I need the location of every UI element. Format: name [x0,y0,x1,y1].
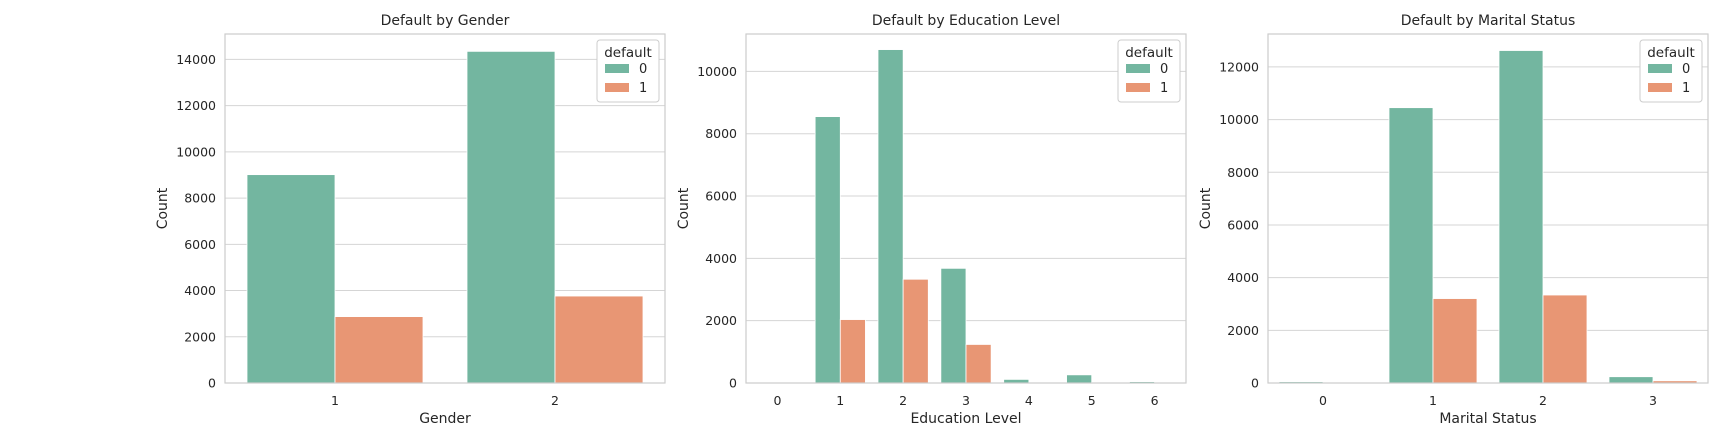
x-tick-label: 3 [1649,393,1657,408]
y-tick-label: 10000 [176,144,216,159]
y-tick-label: 14000 [176,52,216,67]
y-tick-label: 6000 [705,189,737,204]
y-axis-label: Count [676,187,692,229]
bar-2-default-0 [877,49,904,384]
legend-label-0: 0 [1682,62,1690,77]
chart-title: Default by Gender [381,13,510,29]
plot-frame [1267,33,1709,384]
chart-panel-gender: 0 2000 4000 6000 8000 10000 12000 14000 1 2 Defau… [155,13,666,427]
y-tick-label: 4000 [184,283,216,298]
y-tick-label: 10000 [1219,112,1259,127]
bar-1-default-1 [839,319,866,384]
y-tick-label: 0 [208,376,216,391]
legend-swatch-1 [1648,83,1672,92]
legend-label-1: 1 [639,81,647,96]
y-tick-label: 0 [1251,376,1259,391]
legend-title: default [604,45,652,61]
y-tick-label: 2000 [705,313,737,328]
bar-2-default-0 [1498,50,1544,384]
legend-title: default [1125,45,1173,61]
y-axis-label: Count [1198,187,1214,229]
bar-1-default-0 [246,174,336,384]
bar-2-default-1 [554,295,644,384]
legend: default 0 1 [596,39,660,103]
plot-frame [745,33,1187,384]
bar-1-default-0 [814,116,841,384]
x-tick-label: 1 [836,393,844,408]
y-tick-label: 12000 [176,98,216,113]
x-tick-label: 6 [1151,393,1159,408]
x-axis-label: Education Level [910,411,1021,427]
x-tick-label: 3 [962,393,970,408]
bar-3-default-0 [1608,376,1654,384]
x-tick-label: 0 [1319,393,1327,408]
legend: default 0 1 [1117,39,1181,103]
bar-1-default-1 [334,316,424,384]
bar-3-default-0 [940,267,967,384]
legend-swatch-1 [1126,83,1150,92]
y-tick-label: 4000 [1227,270,1259,285]
y-tick-label: 2000 [1227,323,1259,338]
chart-title: Default by Education Level [872,13,1060,29]
bar-1-default-1 [1432,298,1478,384]
plot-frame [224,33,666,384]
y-tick-label: 8000 [184,191,216,206]
legend-label-1: 1 [1160,81,1168,96]
x-axis-label: Marital Status [1439,411,1536,427]
y-tick-label: 6000 [184,237,216,252]
x-tick-label: 0 [773,393,781,408]
y-tick-label: 2000 [184,329,216,344]
bar-2-default-0 [466,50,556,384]
x-tick-label: 2 [551,393,559,408]
y-tick-label: 4000 [705,251,737,266]
y-tick-label: 8000 [1227,165,1259,180]
bar-1-default-0 [1388,107,1434,384]
legend-label-0: 0 [1160,62,1168,77]
x-tick-label: 1 [1429,393,1437,408]
x-axis-label: Gender [419,411,471,427]
x-tick-label: 5 [1088,393,1096,408]
legend-swatch-0 [1648,64,1672,73]
legend-swatch-0 [1126,64,1150,73]
chart-title: Default by Marital Status [1401,13,1576,29]
legend: default 0 1 [1639,39,1703,103]
bar-3-default-1 [965,344,992,384]
legend-swatch-1 [605,83,629,92]
y-tick-label: 10000 [697,64,737,79]
x-tick-label: 2 [899,393,907,408]
y-tick-label: 12000 [1219,59,1259,74]
chart-panel-marital: 0 2000 4000 6000 8000 10000 12000 0 1 2 3 Default … [1198,13,1709,427]
legend-label-0: 0 [639,62,647,77]
x-tick-label: 2 [1539,393,1547,408]
y-tick-label: 6000 [1227,217,1259,232]
x-tick-label: 1 [331,393,339,408]
legend-title: default [1647,45,1695,61]
y-tick-label: 0 [729,376,737,391]
bar-5-default-0 [1066,374,1093,384]
y-axis-label: Count [155,187,171,229]
chart-panel-education: 0 2000 4000 6000 8000 10000 0 1 2 3 4 5 6 Default by… [676,13,1187,427]
y-tick-label: 8000 [705,126,737,141]
bar-2-default-1 [902,278,929,384]
x-tick-label: 4 [1025,393,1033,408]
legend-swatch-0 [605,64,629,73]
legend-label-1: 1 [1682,81,1690,96]
bar-2-default-1 [1542,294,1588,384]
